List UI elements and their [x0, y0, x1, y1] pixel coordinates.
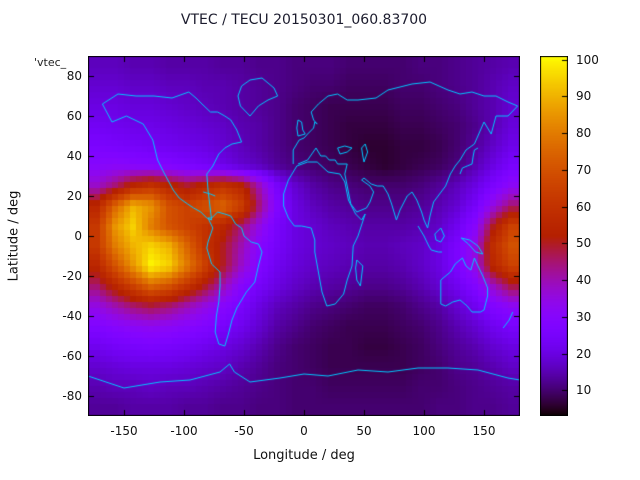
- colorbar-tick-label: 10: [576, 383, 592, 398]
- x-tick-label: -100: [170, 424, 198, 438]
- y-tick-label: -60: [62, 349, 82, 363]
- x-tick-label: -50: [234, 424, 254, 438]
- x-tick-label: 150: [472, 424, 496, 438]
- colorbar-tick-label: 80: [576, 126, 592, 141]
- x-tick-label: -150: [110, 424, 138, 438]
- vtec-heatmap-canvas: [88, 56, 520, 416]
- colorbar-tick-label: 60: [576, 199, 592, 214]
- colorbar-tick-label: 40: [576, 273, 592, 288]
- x-tick-label: 50: [356, 424, 372, 438]
- x-tick-label: 0: [300, 424, 308, 438]
- colorbar-tick-label: 20: [576, 346, 592, 361]
- y-tick-label: -80: [62, 389, 82, 403]
- y-tick-label: 80: [66, 69, 82, 83]
- heatmap-plot-area: [88, 56, 520, 416]
- y-tick-label: -20: [62, 269, 82, 283]
- x-tick-label: 100: [412, 424, 436, 438]
- y-tick-label: -40: [62, 309, 82, 323]
- plot-key-label: 'vtec_: [34, 56, 67, 69]
- colorbar-tick-label: 70: [576, 162, 592, 177]
- colorbar: [540, 56, 568, 416]
- colorbar-tick-label: 90: [576, 89, 592, 104]
- plot-title: VTEC / TECU 20150301_060.83700: [180, 12, 428, 28]
- colorbar-tick-label: 50: [576, 236, 592, 251]
- y-tick-label: 40: [66, 149, 82, 163]
- y-tick-label: 0: [74, 229, 82, 243]
- colorbar-tick-label: 100: [576, 52, 599, 67]
- y-axis-label: Latitude / deg: [6, 190, 22, 282]
- y-tick-label: 60: [66, 109, 82, 123]
- colorbar-tick-label: 30: [576, 309, 592, 324]
- y-tick-label: 20: [66, 189, 82, 203]
- x-axis-label: Longitude / deg: [253, 448, 355, 463]
